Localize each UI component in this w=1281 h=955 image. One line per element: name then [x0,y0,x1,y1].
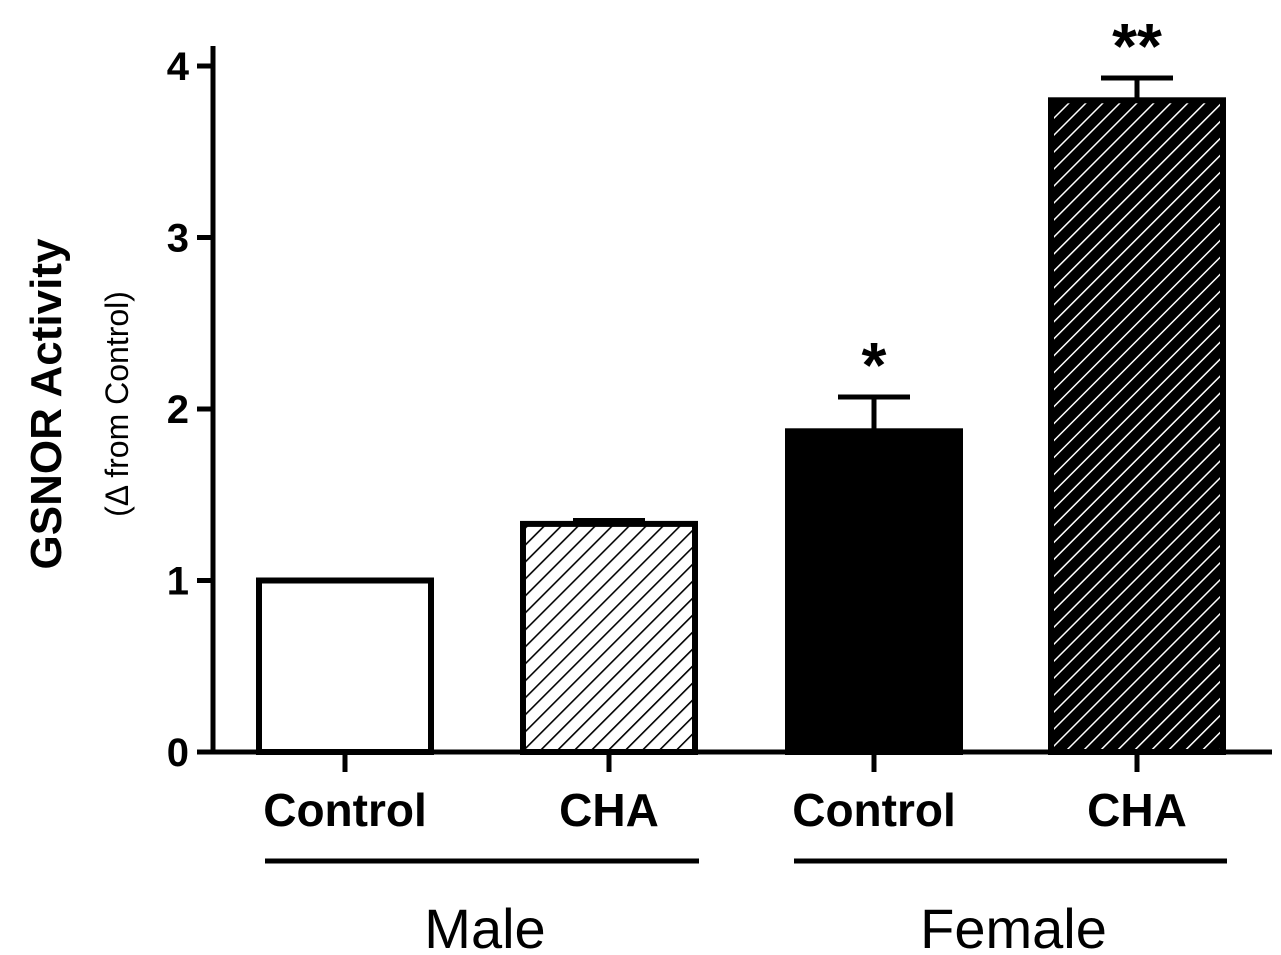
x-category-label: Control [263,784,427,836]
y-tick-label: 1 [167,560,189,604]
bar [1048,97,1226,756]
bar [256,577,434,755]
significance-label: ** [1112,10,1162,82]
x-category-label: Control [792,784,956,836]
bar [520,520,698,756]
labels: 0 1 2 3 4 Control CHA * Control ** CHA Male Female [167,10,1227,955]
group-label: Male [424,897,545,955]
bar [785,428,963,755]
y-tick-label: 2 [167,388,189,432]
y-tick-label: 4 [167,45,190,89]
x-category-label: CHA [559,784,659,836]
y-axis-title: GSNOR Activity [22,238,71,569]
bars [256,75,1226,756]
significance-label: * [862,329,887,401]
y-axis-subtitle: (Δ from Control) [99,291,135,517]
y-tick-label: 0 [167,731,189,775]
group-label: Female [920,897,1107,955]
y-tick-label: 3 [167,217,189,261]
x-category-label: CHA [1087,784,1187,836]
